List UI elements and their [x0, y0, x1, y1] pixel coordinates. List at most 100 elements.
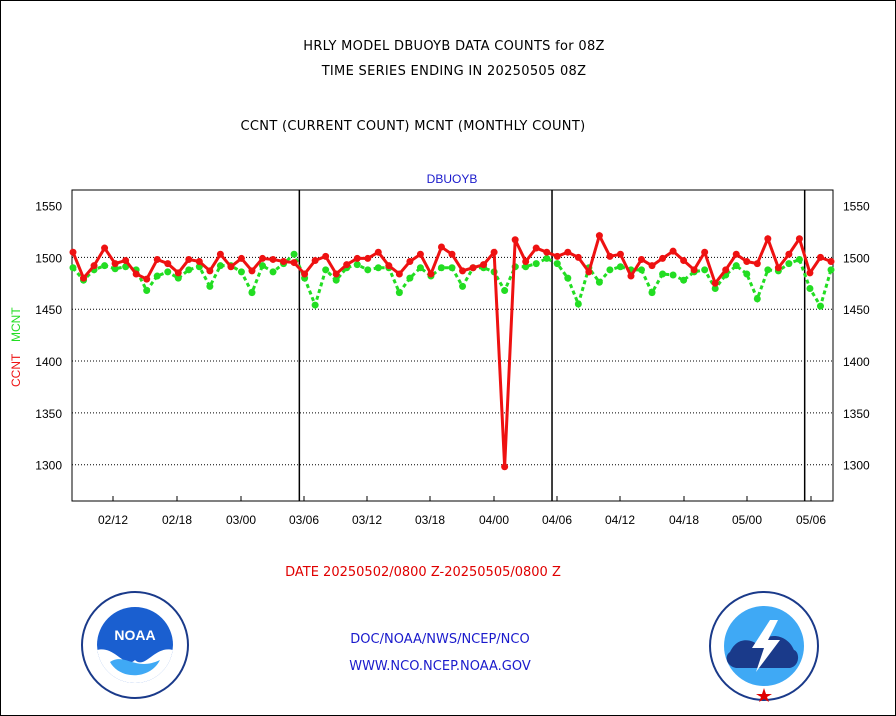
point-mcnt	[574, 300, 582, 308]
x-tick-label: 04/06	[542, 513, 572, 527]
point-mcnt	[595, 278, 603, 286]
point-ccnt	[174, 269, 182, 277]
point-mcnt	[290, 250, 298, 258]
point-ccnt	[764, 235, 772, 243]
point-ccnt	[427, 270, 435, 278]
point-mcnt	[785, 260, 793, 268]
noaa-logo-icon: NOAA	[81, 591, 189, 699]
point-ccnt	[532, 244, 540, 252]
x-tick-label: 03/18	[415, 513, 445, 527]
point-mcnt	[795, 255, 803, 263]
point-mcnt	[69, 264, 77, 272]
point-ccnt	[269, 255, 277, 263]
point-mcnt	[216, 262, 224, 270]
point-mcnt	[711, 284, 719, 292]
y-tick-label-right: 1500	[843, 251, 870, 265]
point-mcnt	[532, 260, 540, 268]
point-mcnt	[353, 261, 361, 269]
point-mcnt	[732, 262, 740, 270]
point-ccnt	[69, 248, 77, 256]
y-tick-label-right: 1300	[843, 459, 870, 473]
point-mcnt	[638, 266, 645, 274]
point-mcnt	[259, 262, 266, 270]
point-mcnt	[322, 266, 330, 274]
point-ccnt	[459, 267, 467, 275]
point-ccnt	[101, 244, 109, 252]
agency-path-link[interactable]: DOC/NOAA/NWS/NCEP/NCO	[350, 632, 530, 647]
point-ccnt	[480, 261, 488, 269]
point-ccnt	[616, 250, 624, 258]
point-mcnt	[680, 276, 688, 284]
point-mcnt	[174, 274, 182, 282]
point-ccnt	[774, 264, 782, 272]
y-tick-label-right: 1400	[843, 355, 870, 369]
point-ccnt	[585, 268, 593, 276]
point-ccnt	[469, 264, 477, 272]
point-mcnt	[553, 260, 561, 268]
point-mcnt	[248, 289, 256, 297]
y-tick-label-left: 1350	[35, 407, 62, 421]
website-link[interactable]: WWW.NCO.NCEP.NOAA.GOV	[349, 659, 531, 674]
point-ccnt	[574, 253, 582, 261]
point-mcnt	[237, 268, 245, 276]
point-mcnt	[395, 289, 403, 297]
y-tick-label-right: 1350	[843, 407, 870, 421]
y-tick-label-left: 1500	[35, 251, 62, 265]
point-ccnt	[216, 250, 224, 258]
point-ccnt	[332, 270, 340, 278]
point-ccnt	[448, 250, 456, 258]
point-mcnt	[827, 266, 835, 274]
point-ccnt	[364, 254, 372, 262]
point-mcnt	[606, 266, 614, 274]
point-ccnt	[227, 263, 235, 271]
point-ccnt	[543, 248, 551, 256]
point-mcnt	[206, 282, 214, 290]
point-ccnt	[416, 250, 424, 258]
ylabel-mcnt: MCNT	[9, 307, 23, 342]
point-ccnt	[259, 254, 266, 262]
point-ccnt	[806, 269, 814, 277]
point-ccnt	[164, 260, 172, 268]
point-ccnt	[648, 262, 656, 270]
grid-lines	[72, 256, 833, 466]
point-ccnt	[827, 258, 835, 266]
point-ccnt	[237, 254, 245, 262]
point-mcnt	[311, 301, 319, 309]
point-ccnt	[501, 463, 509, 471]
point-mcnt	[448, 264, 456, 272]
point-ccnt	[669, 247, 677, 255]
x-tick-label: 03/12	[352, 513, 382, 527]
date-range-label: DATE 20250502/0800 Z-20250505/0800 Z	[285, 565, 561, 580]
plot-area	[71, 189, 834, 502]
nws-logo-icon	[709, 591, 819, 702]
point-ccnt	[522, 258, 530, 266]
point-mcnt	[437, 264, 445, 272]
point-ccnt	[437, 243, 445, 251]
point-ccnt	[374, 248, 382, 256]
point-ccnt	[732, 250, 740, 258]
point-ccnt	[795, 235, 803, 243]
point-ccnt	[606, 252, 614, 260]
point-ccnt	[753, 260, 761, 268]
point-mcnt	[459, 282, 467, 290]
point-mcnt	[374, 264, 382, 272]
point-ccnt	[153, 255, 161, 263]
x-tick-label: 03/00	[226, 513, 256, 527]
point-ccnt	[248, 267, 256, 275]
x-tick-label: 02/12	[98, 513, 128, 527]
point-mcnt	[185, 266, 193, 274]
point-mcnt	[806, 284, 814, 292]
point-mcnt	[659, 270, 667, 278]
point-mcnt	[764, 266, 772, 274]
point-mcnt	[753, 295, 761, 303]
point-ccnt	[595, 232, 603, 240]
point-ccnt	[343, 261, 351, 269]
x-tick-label: 04/18	[669, 513, 699, 527]
y-tick-label-left: 1300	[35, 459, 62, 473]
point-ccnt	[722, 266, 730, 274]
point-ccnt	[280, 258, 288, 266]
point-mcnt	[669, 271, 677, 279]
y-tick-label-right: 1550	[843, 200, 870, 214]
point-mcnt	[522, 263, 530, 271]
